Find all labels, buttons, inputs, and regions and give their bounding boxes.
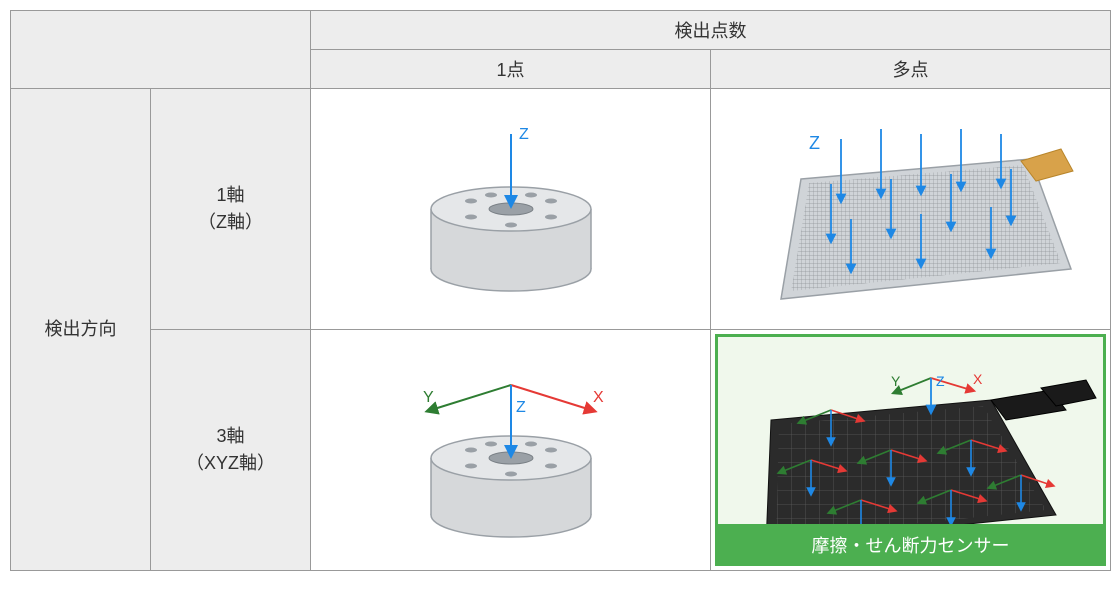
shear-sensor-diagram: Y X Z — [721, 350, 1101, 550]
axis-y-label-mat: Y — [891, 373, 901, 389]
header-row-1axis: 1軸 （Z軸） — [151, 89, 311, 330]
row1-line1: 1軸 — [216, 185, 244, 205]
axis-x-label: X — [593, 389, 604, 406]
axis-y-label: Y — [423, 389, 434, 406]
header-detection-points: 検出点数 — [311, 11, 1111, 50]
cell-3axis-multipoint: Y X Z — [711, 330, 1111, 571]
loadcell-xyz-diagram: Y X Z — [361, 340, 661, 560]
header-col-1point: 1点 — [311, 50, 711, 89]
sheet-z-diagram: Z — [721, 99, 1101, 319]
row2-line1: 3軸 — [216, 426, 244, 446]
cell-1axis-1point: Z — [311, 89, 711, 330]
header-col-multipoint: 多点 — [711, 50, 1111, 89]
sensor-comparison-table: 検出点数 1点 多点 検出方向 1軸 （Z軸） — [10, 10, 1111, 571]
row2-line2: （XYZ軸） — [186, 453, 275, 473]
axis-x-label-mat: X — [973, 371, 983, 387]
axis-z-label: Z — [519, 126, 529, 143]
row1-line2: （Z軸） — [198, 212, 263, 232]
axis-z-label-sheet: Z — [809, 133, 820, 153]
axis-z-label-mat: Z — [936, 373, 945, 389]
corner-blank — [11, 11, 311, 89]
header-row-3axis: 3軸 （XYZ軸） — [151, 330, 311, 571]
header-detection-direction: 検出方向 — [11, 89, 151, 571]
loadcell-z-diagram: Z — [361, 99, 661, 319]
highlighted-caption: 摩擦・せん断力センサー — [715, 524, 1106, 566]
axis-z-label: Z — [516, 399, 526, 416]
cell-1axis-multipoint: Z — [711, 89, 1111, 330]
cell-3axis-1point: Y X Z — [311, 330, 711, 571]
